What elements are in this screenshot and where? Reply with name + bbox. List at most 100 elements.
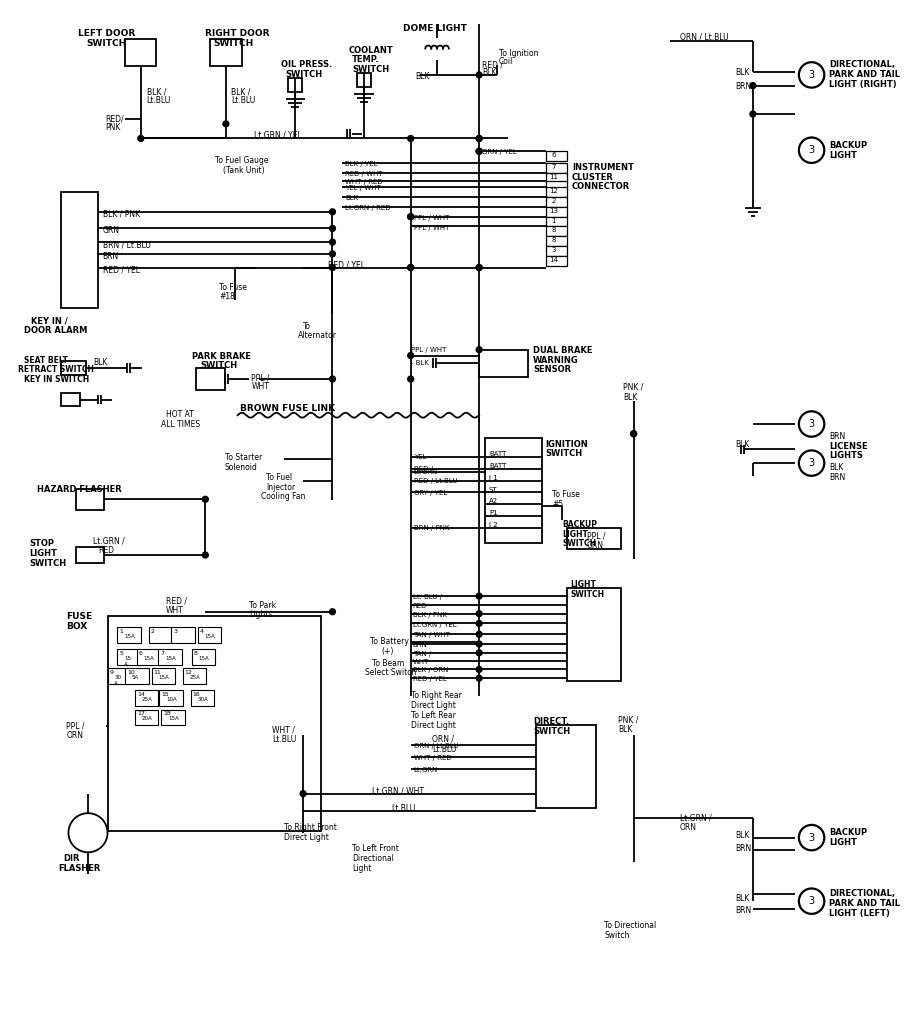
Bar [77,547,104,563]
Bar [546,246,568,256]
Text: To Directional: To Directional [604,921,657,930]
Text: 4: 4 [200,630,203,634]
Text: BLK: BLK [735,830,750,840]
Circle shape [330,264,335,270]
Circle shape [202,497,209,502]
Text: 14: 14 [549,257,558,263]
Circle shape [202,552,209,558]
Circle shape [476,641,482,647]
Text: 20A: 20A [142,717,152,721]
Bar [357,73,371,87]
Text: Lt.GRN / YEL: Lt.GRN / YEL [254,131,302,139]
Text: BRN: BRN [735,906,752,915]
Text: Lt.GRN / YEL: Lt.GRN / YEL [413,622,456,628]
Text: BLK: BLK [93,358,107,368]
Text: WHT / RED: WHT / RED [414,756,451,762]
Text: IGNITION: IGNITION [546,439,589,449]
Text: To Fuse: To Fuse [552,490,580,500]
Text: 3: 3 [809,419,814,429]
Text: To Ignition: To Ignition [498,48,538,57]
Text: BLK: BLK [735,68,750,77]
Text: WHT /: WHT / [271,725,294,734]
Text: Coil: Coil [498,57,513,67]
Text: RED /: RED / [414,466,433,472]
Text: DIR: DIR [64,854,80,863]
Text: To Fuel: To Fuel [266,473,292,482]
Text: 12: 12 [549,188,558,195]
Text: To Starter: To Starter [225,454,262,462]
Circle shape [476,264,482,270]
Text: 3: 3 [809,458,814,468]
Text: Lt.BLU: Lt.BLU [432,744,456,754]
Text: To Right Front: To Right Front [283,823,336,831]
Text: DIRECT.: DIRECT. [533,718,569,726]
Circle shape [330,240,335,245]
Text: BLK: BLK [735,439,750,449]
Text: 30
A: 30 A [115,675,121,686]
Bar [546,173,568,182]
Circle shape [476,631,482,637]
Bar [546,180,568,190]
Text: Lt. BLU /: Lt. BLU / [413,594,442,600]
Text: 8: 8 [551,238,556,244]
Text: I 1: I 1 [489,475,497,481]
Text: DOME LIGHT: DOME LIGHT [404,25,467,33]
Text: BLK: BLK [618,725,632,734]
Text: (+): (+) [382,647,394,656]
Text: BLK / YEL: BLK / YEL [345,161,378,167]
Text: BLK: BLK [345,196,358,201]
Text: 25A: 25A [189,675,200,680]
Text: BRN: BRN [829,473,845,482]
Text: RED / YEL: RED / YEL [103,265,139,274]
Text: WHT: WHT [166,606,184,614]
Circle shape [750,111,756,117]
Text: Lt.GRN / RED: Lt.GRN / RED [345,205,391,211]
Text: WHT: WHT [251,382,269,391]
Bar [191,649,215,665]
Circle shape [630,431,637,436]
Text: 11: 11 [154,671,161,676]
Text: Injector: Injector [266,482,295,492]
Circle shape [476,135,482,141]
Text: (Tank Unit): (Tank Unit) [223,166,264,175]
Text: 6: 6 [138,651,143,655]
Text: 17: 17 [137,712,145,717]
Text: Cooling Fan: Cooling Fan [261,493,305,502]
Bar [135,710,159,725]
Text: SWITCH: SWITCH [285,70,322,79]
Text: Lt.GRN /: Lt.GRN / [93,537,125,546]
Circle shape [408,376,414,382]
Text: PPL /: PPL / [587,531,605,541]
Text: 1: 1 [119,630,123,634]
Text: BATT: BATT [489,452,507,458]
Text: BROWN FUSE LINK: BROWN FUSE LINK [240,404,334,414]
Bar [151,669,175,684]
Circle shape [408,135,414,141]
Text: Lights: Lights [250,609,272,618]
Bar [546,207,568,217]
Text: Lt.GRN: Lt.GRN [414,767,438,773]
Text: 15A: 15A [165,655,176,660]
Text: PARK AND TAIL: PARK AND TAIL [829,899,900,908]
Bar [546,187,568,198]
Text: BLK: BLK [482,68,496,77]
Bar [107,615,321,830]
Text: BLK: BLK [415,72,430,81]
Bar [171,628,195,643]
Circle shape [330,209,335,215]
Text: ORN: ORN [587,542,604,550]
Bar [61,393,80,407]
Text: 1: 1 [551,218,556,223]
Text: Alternator: Alternator [298,331,337,340]
Text: SWITCH: SWITCH [213,39,253,48]
Bar [536,725,597,808]
Text: 3: 3 [173,630,177,634]
Bar [546,152,568,161]
Text: 8: 8 [551,227,556,233]
Text: BLK /: BLK / [230,88,251,96]
Circle shape [330,251,335,257]
Circle shape [476,148,482,155]
Bar [289,78,302,91]
Text: 9: 9 [109,671,114,676]
Text: 12: 12 [185,671,193,676]
